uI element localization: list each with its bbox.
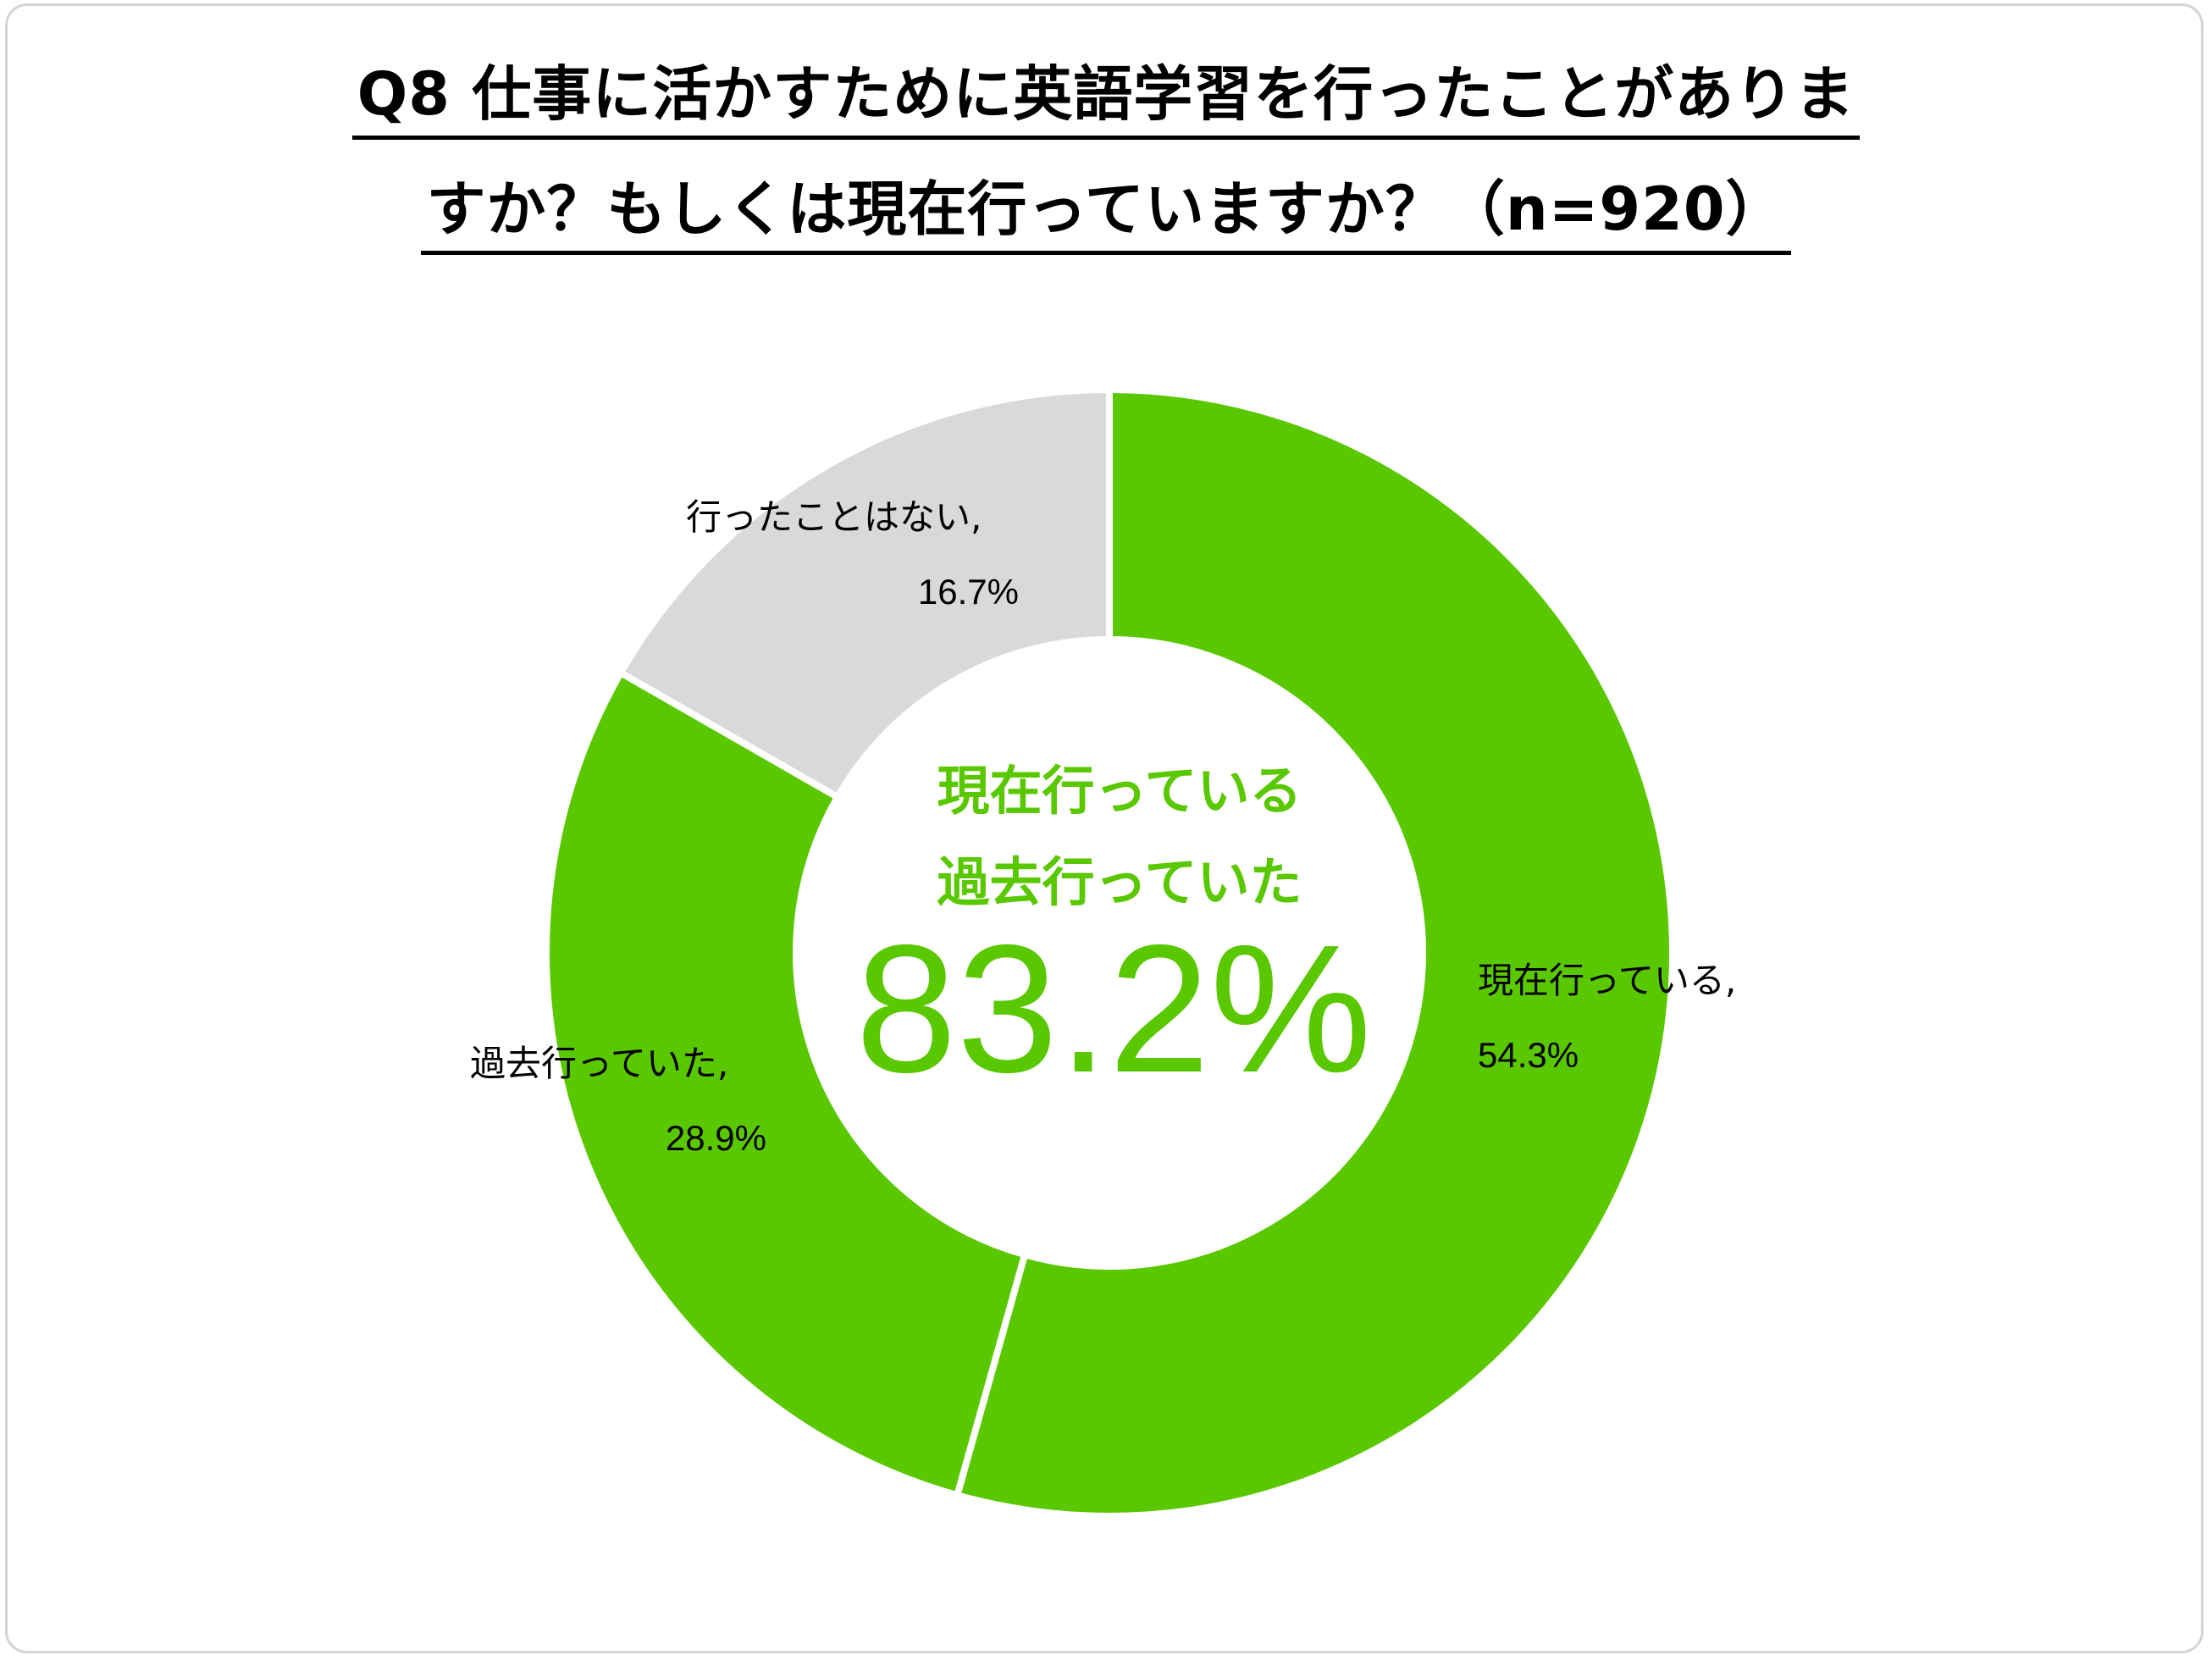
center-label-line1: 現在行っている bbox=[937, 760, 1302, 822]
slice-label-value-1: 54.3% bbox=[1478, 1035, 1579, 1075]
donut-slice-2 bbox=[543, 667, 1029, 1500]
center-label-line2: 過去行っていた bbox=[937, 851, 1302, 913]
slice-label-name-3: 行ったことはない, bbox=[686, 496, 982, 538]
slice-label-value-3: 16.7% bbox=[918, 572, 1019, 612]
slice-label-name-2: 過去行っていた, bbox=[470, 1043, 728, 1084]
center-total-value: 83.2% bbox=[855, 906, 1372, 1110]
chart-title-line1: Q8 仕事に活かすために英語学習を行ったことがありま bbox=[0, 64, 2212, 140]
slice-label-name-1: 現在行っている, bbox=[1478, 960, 1736, 1001]
donut-slice-3 bbox=[616, 385, 1113, 802]
slice-label-value-2: 28.9% bbox=[666, 1118, 766, 1158]
donut-slice-1 bbox=[953, 385, 1676, 1520]
chart-title-line2: すか？もしくは現在行っていますか？（n=920） bbox=[0, 180, 2212, 255]
